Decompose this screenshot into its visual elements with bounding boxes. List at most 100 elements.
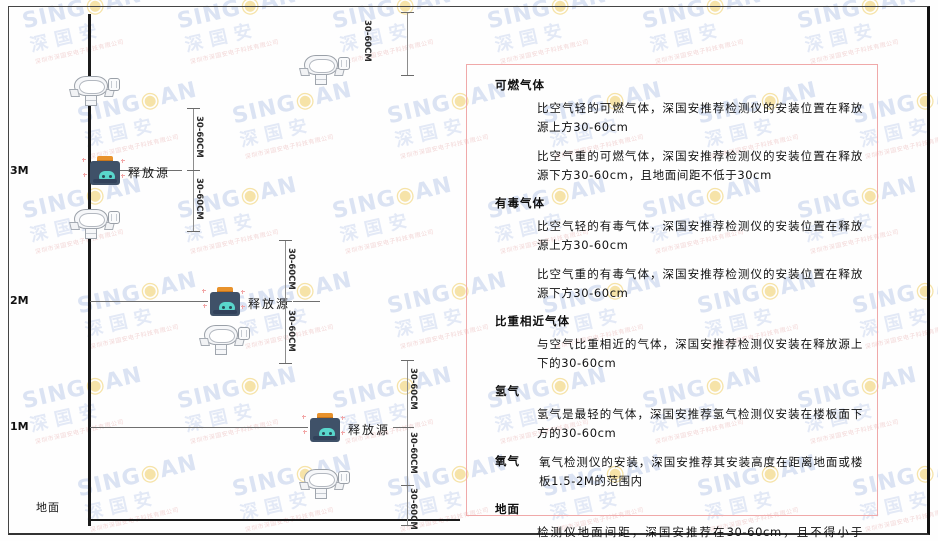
dimension-line [407,12,408,76]
dimension-label: 30-60CM [408,368,418,410]
detector-sensor-icon [238,327,250,340]
guidance-section: 有毒气体比空气轻的有毒气体，深国安推荐检测仪的安装位置在释放源上方30-60cm… [481,195,863,303]
installation-height-diagram: 3M 2M 1M 地面 [8,6,460,535]
spark-icon [341,416,345,420]
spark-icon [121,159,125,163]
detector-flange-left [299,68,310,76]
spark-icon [83,173,87,177]
spark-icon [341,431,345,435]
spark-icon [203,304,207,308]
dimension-label: 30-60CM [194,178,204,220]
watermark-sub: 深圳市深国安电子科技有限公司 [654,38,745,66]
guidance-section: 可燃气体比空气轻的可燃气体，深国安推荐检测仪的安装位置在释放源上方30-60cm… [481,77,863,185]
detector-mount-icon [315,74,327,85]
ground-label: 地面 [36,501,60,514]
watermark-brand: SING [485,0,554,35]
watermark-brand-tail: AN [932,77,938,111]
section-paragraph: 比空气重的有毒气体，深国安推荐检测仪的安装位置在释放源下方30-60cm [537,267,863,300]
watermark-dot-icon: ◉ [912,275,938,305]
level-line-1m [90,427,308,428]
detector-mount-icon [315,488,327,499]
detector-shell [304,55,338,75]
section-heading: 地面 [495,502,520,516]
spark-icon [202,289,206,293]
source-face-icon [99,171,115,183]
watermark-sub: 深圳市深国安电子科技有限公司 [499,38,590,66]
source-face-icon [219,302,235,314]
detector-mount-icon [85,228,97,239]
dimension-tick [187,108,200,109]
dimension-tick [401,485,414,486]
dimension-tick [279,363,292,364]
section-heading: 有毒气体 [495,196,545,210]
watermark-brand: SING [640,0,709,35]
gas-detector-icon [198,322,250,356]
source-face-icon [319,428,335,440]
section-heading: 比重相近气体 [495,314,570,328]
dimension-label: 30-60CM [194,116,204,158]
section-paragraph: 比空气重的可燃气体，深国安推荐检测仪的安装位置在释放源下方30-60cm，且地面… [537,149,863,182]
level-label-1m: 1M [10,420,29,433]
detector-shell [204,325,238,345]
section-paragraph: 氢气是最轻的气体，深国安推荐氢气检测仪安装在楼板面下方的30-60cm [537,407,863,440]
guidance-section: 氧气 氧气检测仪的安装，深国安推荐其安装高度在距离地面或楼板1.5-2M的范围内 [481,453,863,491]
section-heading: 可燃气体 [495,78,545,92]
release-source-icon [202,287,245,317]
leader-line [293,301,320,302]
gas-detector-icon [68,206,120,240]
detector-sensor-icon [108,211,120,224]
detector-flange-left [299,482,310,490]
detector-flange-left [69,222,80,230]
watermark-brand-tail: AN [877,172,920,206]
dimension-tick [401,360,414,361]
watermark-dot-icon: ◉ [547,0,574,20]
gas-detector-icon [298,52,350,86]
detector-mount-icon [85,95,97,106]
dimension-label: 30-60CM [286,310,296,352]
dimension-label: 30-60CM [286,248,296,290]
watermark-dot-icon: ◉ [912,458,938,488]
watermark-cn: 深国安 [493,18,571,57]
dimension-tick [401,12,414,13]
leader-line [393,427,407,428]
watermark-brand: SING [795,0,864,35]
detector-mount-icon [215,344,227,355]
guidance-section: 比重相近气体与空气比重相近的气体，深国安推荐检测仪安装在释放源上下的30-60c… [481,313,863,373]
section-heading: 氢气 [495,384,520,398]
release-source-icon [302,413,345,443]
source-cap [317,413,333,419]
detector-sensor-icon [338,57,350,70]
watermark-cn: 深国安 [648,18,726,57]
level-line-2m [90,301,208,302]
gas-detector-icon [68,73,120,107]
detector-sensor-icon [338,471,350,484]
watermark-brand-tail: AN [878,0,920,15]
section-paragraph: 比空气轻的有毒气体，深国安推荐检测仪的安装位置在释放源上方30-60cm [537,219,863,252]
spark-icon [241,290,245,294]
source-cap [97,156,113,162]
watermark-sub: 深圳市深国安电子科技有限公司 [809,38,900,66]
spark-icon [302,415,306,419]
dimension-label: 30-60CM [408,432,418,474]
section-paragraph: 与空气比重相近的气体，深国安推荐检测仪安装在释放源上下的30-60cm [537,337,863,370]
watermark-brand-tail: AN [568,0,610,15]
watermark-cn: 深国安 [803,18,881,57]
watermark-dot-icon: ◉ [857,0,884,20]
release-source-icon [82,156,125,186]
dimension-tick [187,231,200,232]
dimension-tick [187,170,200,171]
section-paragraph: 比空气轻的可燃气体，深国安推荐检测仪的安装位置在释放源上方30-60cm [537,101,863,134]
level-label-3m: 3M [10,164,29,177]
dimension-line [407,360,408,526]
source-cap [217,287,233,293]
spark-icon [303,430,307,434]
dimension-tick [279,240,292,241]
watermark-dot-icon: ◉ [912,85,938,115]
dimension-label: 30-60CM [362,20,372,62]
dimension-tick [279,301,292,302]
guidance-section: 氢气氢气是最轻的气体，深国安推荐氢气检测仪安装在楼板面下方的30-60cm [481,383,863,443]
detector-shell [304,469,338,489]
spark-icon [121,174,125,178]
spark-icon [241,305,245,309]
